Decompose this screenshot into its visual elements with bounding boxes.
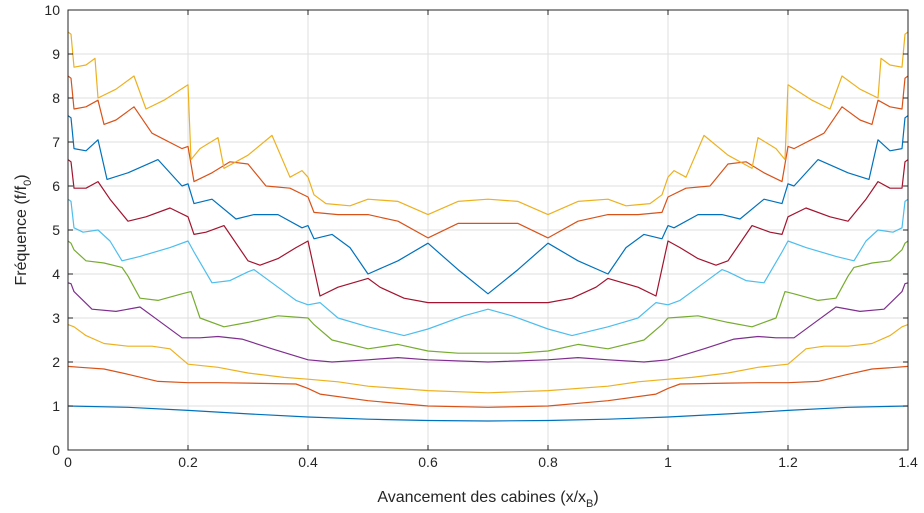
series-line-10 — [67, 31, 909, 216]
y-tick-label: 10 — [44, 2, 60, 18]
y-axis-label: Fréquence (f/f0) — [13, 174, 34, 285]
y-tick-label: 9 — [52, 46, 60, 62]
x-tick-label: 0.2 — [178, 454, 198, 470]
x-tick-label: 0.6 — [418, 454, 438, 470]
x-tick-label: 1 — [664, 454, 672, 470]
series-line-1 — [67, 405, 909, 422]
x-tick-label: 1.2 — [778, 454, 798, 470]
series-line-8 — [67, 115, 909, 295]
plot-area — [67, 31, 909, 422]
series-line-4 — [67, 282, 909, 363]
x-tick-label: 1.4 — [898, 454, 918, 470]
series-line-6 — [67, 198, 909, 337]
y-axis-ticks: 0 1 2 3 4 5 6 7 8 9 10 — [44, 2, 908, 458]
x-axis-label: Avancement des cabines (x/xB) — [377, 489, 598, 510]
series-line-5 — [67, 240, 909, 354]
grid — [67, 9, 909, 451]
x-tick-label: 0 — [64, 454, 72, 470]
y-tick-label: 0 — [52, 442, 60, 458]
series-line-2 — [67, 365, 909, 408]
y-tick-label: 3 — [52, 310, 60, 326]
y-tick-label: 8 — [52, 90, 60, 106]
y-tick-label: 2 — [52, 354, 60, 370]
y-tick-label: 7 — [52, 134, 60, 150]
y-tick-label: 6 — [52, 178, 60, 194]
y-tick-label: 1 — [52, 398, 60, 414]
series-line-3 — [67, 324, 909, 394]
series-line-7 — [67, 159, 909, 304]
x-tick-label: 0.4 — [298, 454, 318, 470]
x-axis-ticks: 0 0.2 0.4 0.6 0.8 1 1.2 1.4 — [64, 10, 918, 470]
x-tick-label: 0.8 — [538, 454, 558, 470]
y-tick-label: 4 — [52, 266, 60, 282]
series-line-9 — [67, 75, 909, 239]
y-tick-label: 5 — [52, 222, 60, 238]
